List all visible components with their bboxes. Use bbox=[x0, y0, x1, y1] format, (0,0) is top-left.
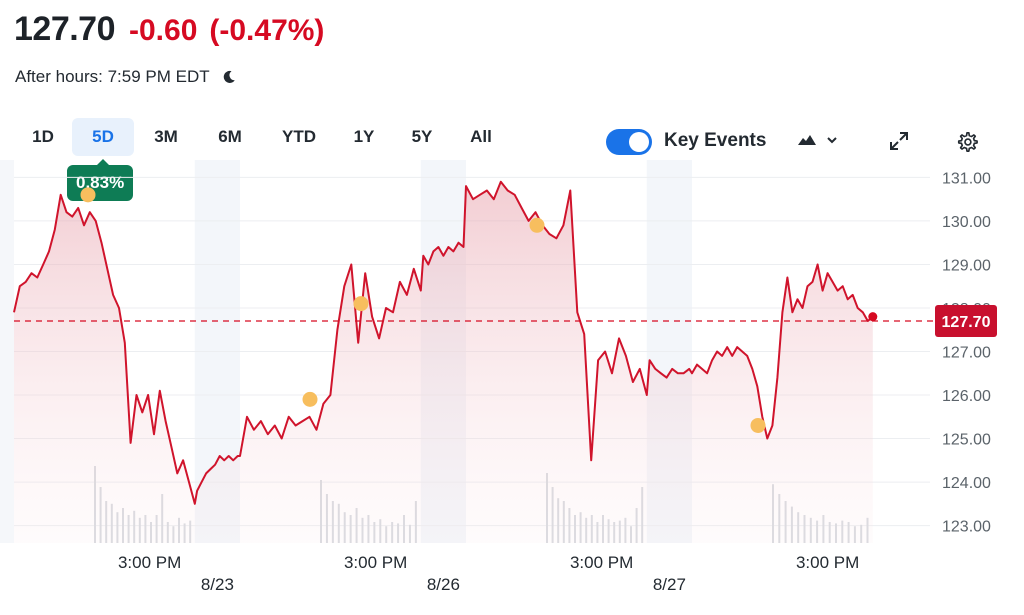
x-tick-label: 3:00 PM bbox=[570, 553, 633, 572]
price-chart[interactable]: 131.00130.00129.00128.00127.00126.00125.… bbox=[0, 160, 1024, 615]
x-date-label: 8/23 bbox=[201, 575, 234, 594]
y-tick-label: 124.00 bbox=[942, 475, 991, 492]
last-price-dot bbox=[868, 312, 878, 322]
after-hours-text: After hours: 7:59 PM EDT bbox=[15, 67, 210, 86]
key-events-toggle[interactable] bbox=[606, 129, 652, 155]
gear-icon[interactable] bbox=[956, 131, 978, 153]
y-tick-label: 131.00 bbox=[942, 170, 991, 187]
y-tick-label: 127.00 bbox=[942, 345, 991, 362]
key-event-markers bbox=[80, 187, 766, 433]
x-tick-label: 3:00 PM bbox=[118, 553, 181, 572]
chart-type-dropdown[interactable] bbox=[797, 133, 839, 147]
range-selector: 1D 5D 3M 6M YTD 1Y 5Y All bbox=[14, 118, 510, 156]
range-button-ytd[interactable]: YTD bbox=[282, 127, 316, 146]
key-event-marker bbox=[353, 296, 369, 312]
toggle-knob bbox=[629, 132, 649, 152]
price-area bbox=[14, 181, 873, 544]
mountain-chart-icon bbox=[798, 135, 816, 145]
key-events-label: Key Events bbox=[664, 130, 767, 151]
expand-icon[interactable] bbox=[889, 131, 909, 151]
y-tick-label: 129.00 bbox=[942, 257, 991, 274]
range-button-all[interactable]: All bbox=[470, 127, 492, 146]
x-date-label: 8/26 bbox=[427, 575, 460, 594]
current-price: 127.70 bbox=[14, 10, 116, 48]
price-change: -0.60 bbox=[129, 14, 198, 47]
premarket-band bbox=[0, 160, 14, 543]
y-tick-label: 123.00 bbox=[942, 519, 991, 536]
price-badge-label: 127.70 bbox=[942, 314, 991, 331]
after-hours-status: After hours: 7:59 PM EDT bbox=[15, 67, 236, 87]
y-tick-label: 125.00 bbox=[942, 432, 991, 449]
key-event-marker bbox=[750, 417, 766, 433]
key-event-marker bbox=[529, 217, 545, 233]
price-badge-bg bbox=[935, 305, 997, 338]
range-button-5y[interactable]: 5Y bbox=[411, 127, 433, 146]
range-button-3m[interactable]: 3M bbox=[154, 127, 178, 146]
moon-icon bbox=[223, 70, 235, 83]
y-axis: 131.00130.00129.00128.00127.00126.00125.… bbox=[942, 170, 991, 535]
key-event-marker bbox=[302, 391, 318, 407]
current-price-badge: 127.70 bbox=[868, 305, 997, 338]
x-date-label: 8/27 bbox=[653, 575, 686, 594]
x-axis: 3:00 PM 3:00 PM 3:00 PM 3:00 PM 8/23 8/26 8/27 bbox=[118, 553, 859, 594]
x-tick-label: 3:00 PM bbox=[796, 553, 859, 572]
y-tick-label: 130.00 bbox=[942, 214, 991, 231]
quote-header: 127.70 -0.60 (-0.47%) bbox=[14, 10, 324, 54]
chevron-down-icon bbox=[827, 137, 837, 144]
price-line bbox=[13, 180, 874, 505]
x-tick-label: 3:00 PM bbox=[344, 553, 407, 572]
range-button-6m[interactable]: 6M bbox=[218, 127, 242, 146]
range-button-5d[interactable]: 5D bbox=[72, 118, 134, 156]
range-button-1y[interactable]: 1Y bbox=[353, 127, 375, 146]
range-button-1d[interactable]: 1D bbox=[32, 127, 54, 146]
key-event-marker bbox=[80, 187, 96, 203]
y-tick-label: 126.00 bbox=[942, 388, 991, 405]
price-change-percent: (-0.47%) bbox=[209, 14, 325, 47]
